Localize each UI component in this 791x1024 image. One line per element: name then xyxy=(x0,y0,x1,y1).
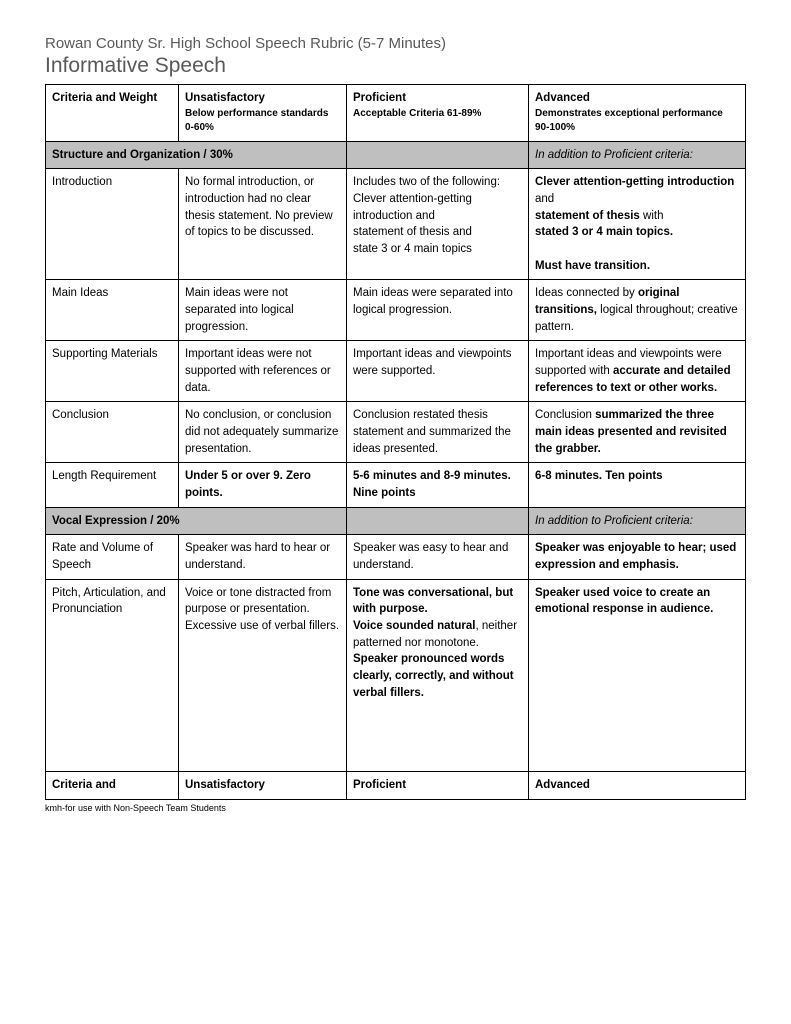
cell: Pitch, Articulation, and Pronunciation xyxy=(46,579,179,772)
row-conclusion: Conclusion No conclusion, or conclusion … xyxy=(46,402,746,463)
cell: 6-8 minutes. Ten points xyxy=(529,463,746,507)
section1-empty xyxy=(347,141,529,169)
cell: Criteria and xyxy=(46,772,179,800)
row-length: Length Requirement Under 5 or over 9. Ze… xyxy=(46,463,746,507)
cell: Important ideas and viewpoints were supp… xyxy=(529,341,746,402)
section1-note: In addition to Proficient criteria: xyxy=(529,141,746,169)
row-supporting: Supporting Materials Important ideas wer… xyxy=(46,341,746,402)
hdr-proficient: Proficient Acceptable Criteria 61-89% xyxy=(347,85,529,142)
cell: Includes two of the following: Clever at… xyxy=(347,169,529,280)
section-vocal: Vocal Expression / 20% In addition to Pr… xyxy=(46,507,746,535)
section-structure: Structure and Organization / 30% In addi… xyxy=(46,141,746,169)
cell: Conclusion xyxy=(46,402,179,463)
page-title: Informative Speech xyxy=(45,54,746,78)
cell: Important ideas were not supported with … xyxy=(179,341,347,402)
cell: Clever attention-getting introduction an… xyxy=(529,169,746,280)
cell: Conclusion summarized the three main ide… xyxy=(529,402,746,463)
section2-note: In addition to Proficient criteria: xyxy=(529,507,746,535)
row-introduction: Introduction No formal introduction, or … xyxy=(46,169,746,280)
cell: Tone was conversational, but with purpos… xyxy=(347,579,529,772)
section1-label: Structure and Organization / 30% xyxy=(46,141,347,169)
hdr-criteria: Criteria and Weight xyxy=(46,85,179,142)
section2-label: Vocal Expression / 20% xyxy=(46,507,347,535)
cell: Ideas connected by original transitions,… xyxy=(529,280,746,341)
cell: Voice or tone distracted from purpose or… xyxy=(179,579,347,772)
cell: Unsatisfactory xyxy=(179,772,347,800)
cell: 5-6 minutes and 8-9 minutes. Nine points xyxy=(347,463,529,507)
cell: Supporting Materials xyxy=(46,341,179,402)
cell: Conclusion restated thesis statement and… xyxy=(347,402,529,463)
rubric-table: Criteria and Weight Unsatisfactory Below… xyxy=(45,84,746,800)
cell: Introduction xyxy=(46,169,179,280)
cell: Speaker was easy to hear and understand. xyxy=(347,535,529,579)
cell: Main ideas were not separated into logic… xyxy=(179,280,347,341)
cell: Main ideas were separated into logical p… xyxy=(347,280,529,341)
row-rate-volume: Rate and Volume of Speech Speaker was ha… xyxy=(46,535,746,579)
hdr-unsatisfactory: Unsatisfactory Below performance standar… xyxy=(179,85,347,142)
footer-row: Criteria and Unsatisfactory Proficient A… xyxy=(46,772,746,800)
pretitle: Rowan County Sr. High School Speech Rubr… xyxy=(45,35,746,52)
cell: Length Requirement xyxy=(46,463,179,507)
cell: Important ideas and viewpoints were supp… xyxy=(347,341,529,402)
cell: No conclusion, or conclusion did not ade… xyxy=(179,402,347,463)
cell: Speaker was enjoyable to hear; used expr… xyxy=(529,535,746,579)
row-pitch: Pitch, Articulation, and Pronunciation V… xyxy=(46,579,746,772)
hdr-advanced: Advanced Demonstrates exceptional perfor… xyxy=(529,85,746,142)
cell: Main Ideas xyxy=(46,280,179,341)
cell: Proficient xyxy=(347,772,529,800)
section2-empty xyxy=(347,507,529,535)
cell: No formal introduction, or introduction … xyxy=(179,169,347,280)
cell: Advanced xyxy=(529,772,746,800)
cell: Speaker was hard to hear or understand. xyxy=(179,535,347,579)
header-row: Criteria and Weight Unsatisfactory Below… xyxy=(46,85,746,142)
row-main-ideas: Main Ideas Main ideas were not separated… xyxy=(46,280,746,341)
footnote: kmh-for use with Non-Speech Team Student… xyxy=(45,803,746,813)
cell: Rate and Volume of Speech xyxy=(46,535,179,579)
cell: Under 5 or over 9. Zero points. xyxy=(179,463,347,507)
cell: Speaker used voice to create an emotiona… xyxy=(529,579,746,772)
